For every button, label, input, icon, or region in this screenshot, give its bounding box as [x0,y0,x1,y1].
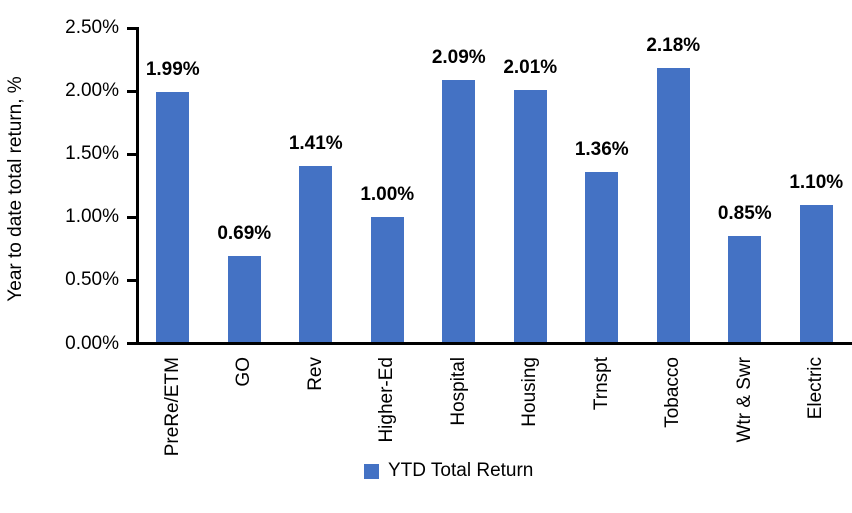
bar-value-label: 2.09% [431,46,486,68]
y-axis-title: Year to date total return, % [5,76,26,302]
x-axis-category-label: Higher-Ed [376,357,398,443]
bar-rev [299,165,333,344]
bar-value-label: 2.18% [646,35,701,57]
bar-value-label: 0.85% [717,203,772,225]
bar-prere-etm [156,92,190,344]
bar-higher-ed [370,217,404,344]
bar-value-label: 1.36% [574,138,629,160]
legend: YTD Total Return [364,461,533,481]
y-axis-tick-mark [127,342,137,345]
x-axis-category-label: PreRe/ETM [161,357,183,457]
bar-value-label: 1.10% [789,171,844,193]
bar-hospital [442,79,476,344]
bar-trnspt [585,171,619,344]
bar-housing [513,89,547,344]
y-axis-tick-mark [127,89,137,93]
bar-value-label: 0.69% [217,223,272,245]
y-axis-tick-label: 0.50% [65,269,119,291]
x-axis-line [136,342,852,345]
y-axis-tick-label: 2.00% [65,80,119,102]
x-axis-category-label: Wtr & Swr [733,357,755,443]
bar-value-label: 1.00% [360,184,415,206]
y-axis-tick-mark [127,215,137,219]
bar-wtr-swr [728,236,762,344]
y-axis-tick-label: 0.00% [65,332,119,354]
bar-tobacco [656,68,690,344]
y-axis-tick-label: 1.50% [65,143,119,165]
bar-electric [799,204,833,344]
x-axis-category-label: Rev [304,357,326,391]
x-axis-category-label: Electric [805,357,827,420]
x-axis-category-label: Hospital [447,357,469,426]
bar-value-label: 1.41% [288,132,343,154]
legend-swatch-icon [364,463,379,479]
y-axis-tick-mark [127,26,137,30]
bar-value-label: 1.99% [145,59,200,81]
bar-value-label: 2.01% [503,56,558,78]
x-axis-category-label: Trnspt [590,357,612,411]
legend-label: YTD Total Return [388,460,534,481]
y-axis-tick-mark [127,152,137,156]
y-axis-tick-mark [127,278,137,282]
y-axis-tick-label: 1.00% [65,206,119,228]
x-axis-category-label: GO [233,357,255,387]
y-axis-line [136,27,139,345]
x-axis-category-label: Tobacco [662,357,684,428]
x-axis-category-label: Housing [519,357,541,427]
y-axis-tick-label: 2.50% [65,17,119,38]
bar-go [227,256,261,344]
